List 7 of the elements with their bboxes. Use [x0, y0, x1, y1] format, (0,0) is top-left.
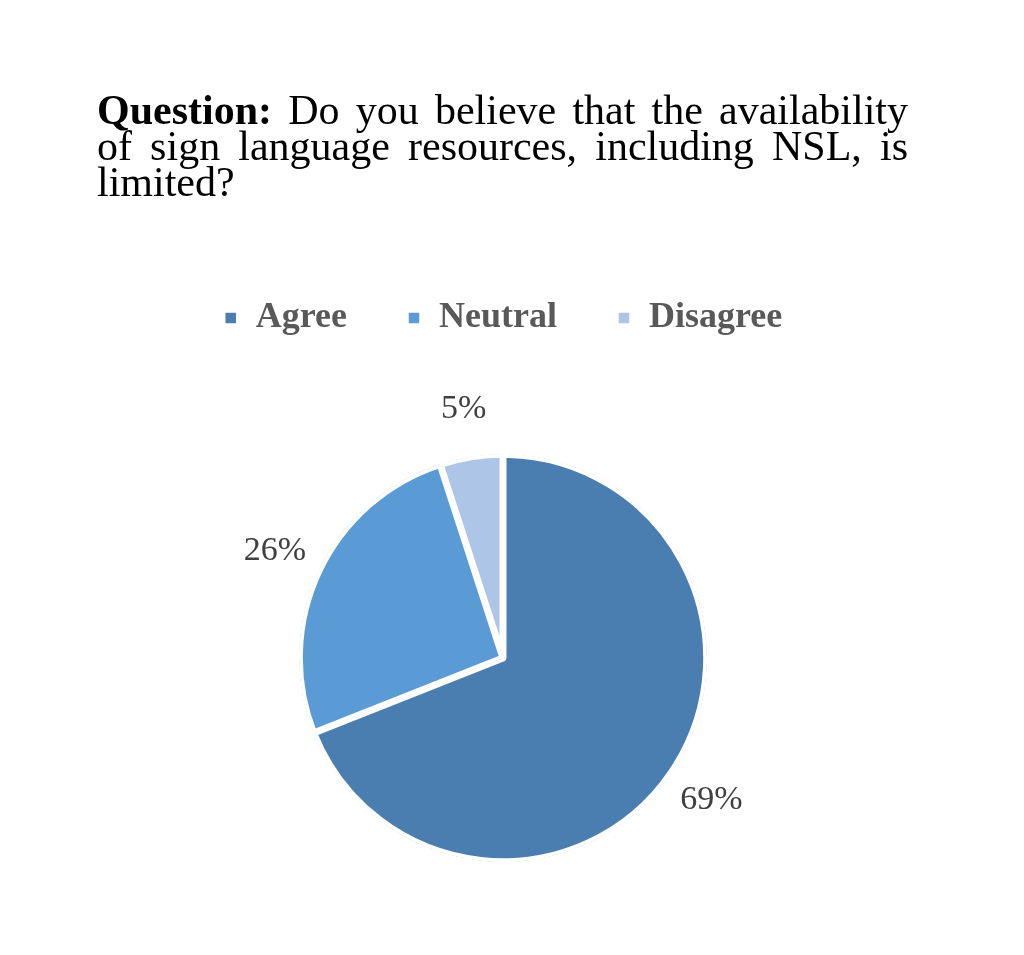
legend-label: Agree — [255, 295, 348, 336]
data-label: 26% — [243, 529, 307, 567]
legend-label: Neutral — [439, 295, 557, 336]
data-label: 69% — [680, 778, 743, 816]
chart-title: Question: Do you believe that the availability of sign language resources, including NSL, is limited? — [97, 87, 908, 205]
data-label: 5% — [440, 388, 487, 426]
legend-label: Disagree — [648, 295, 783, 336]
